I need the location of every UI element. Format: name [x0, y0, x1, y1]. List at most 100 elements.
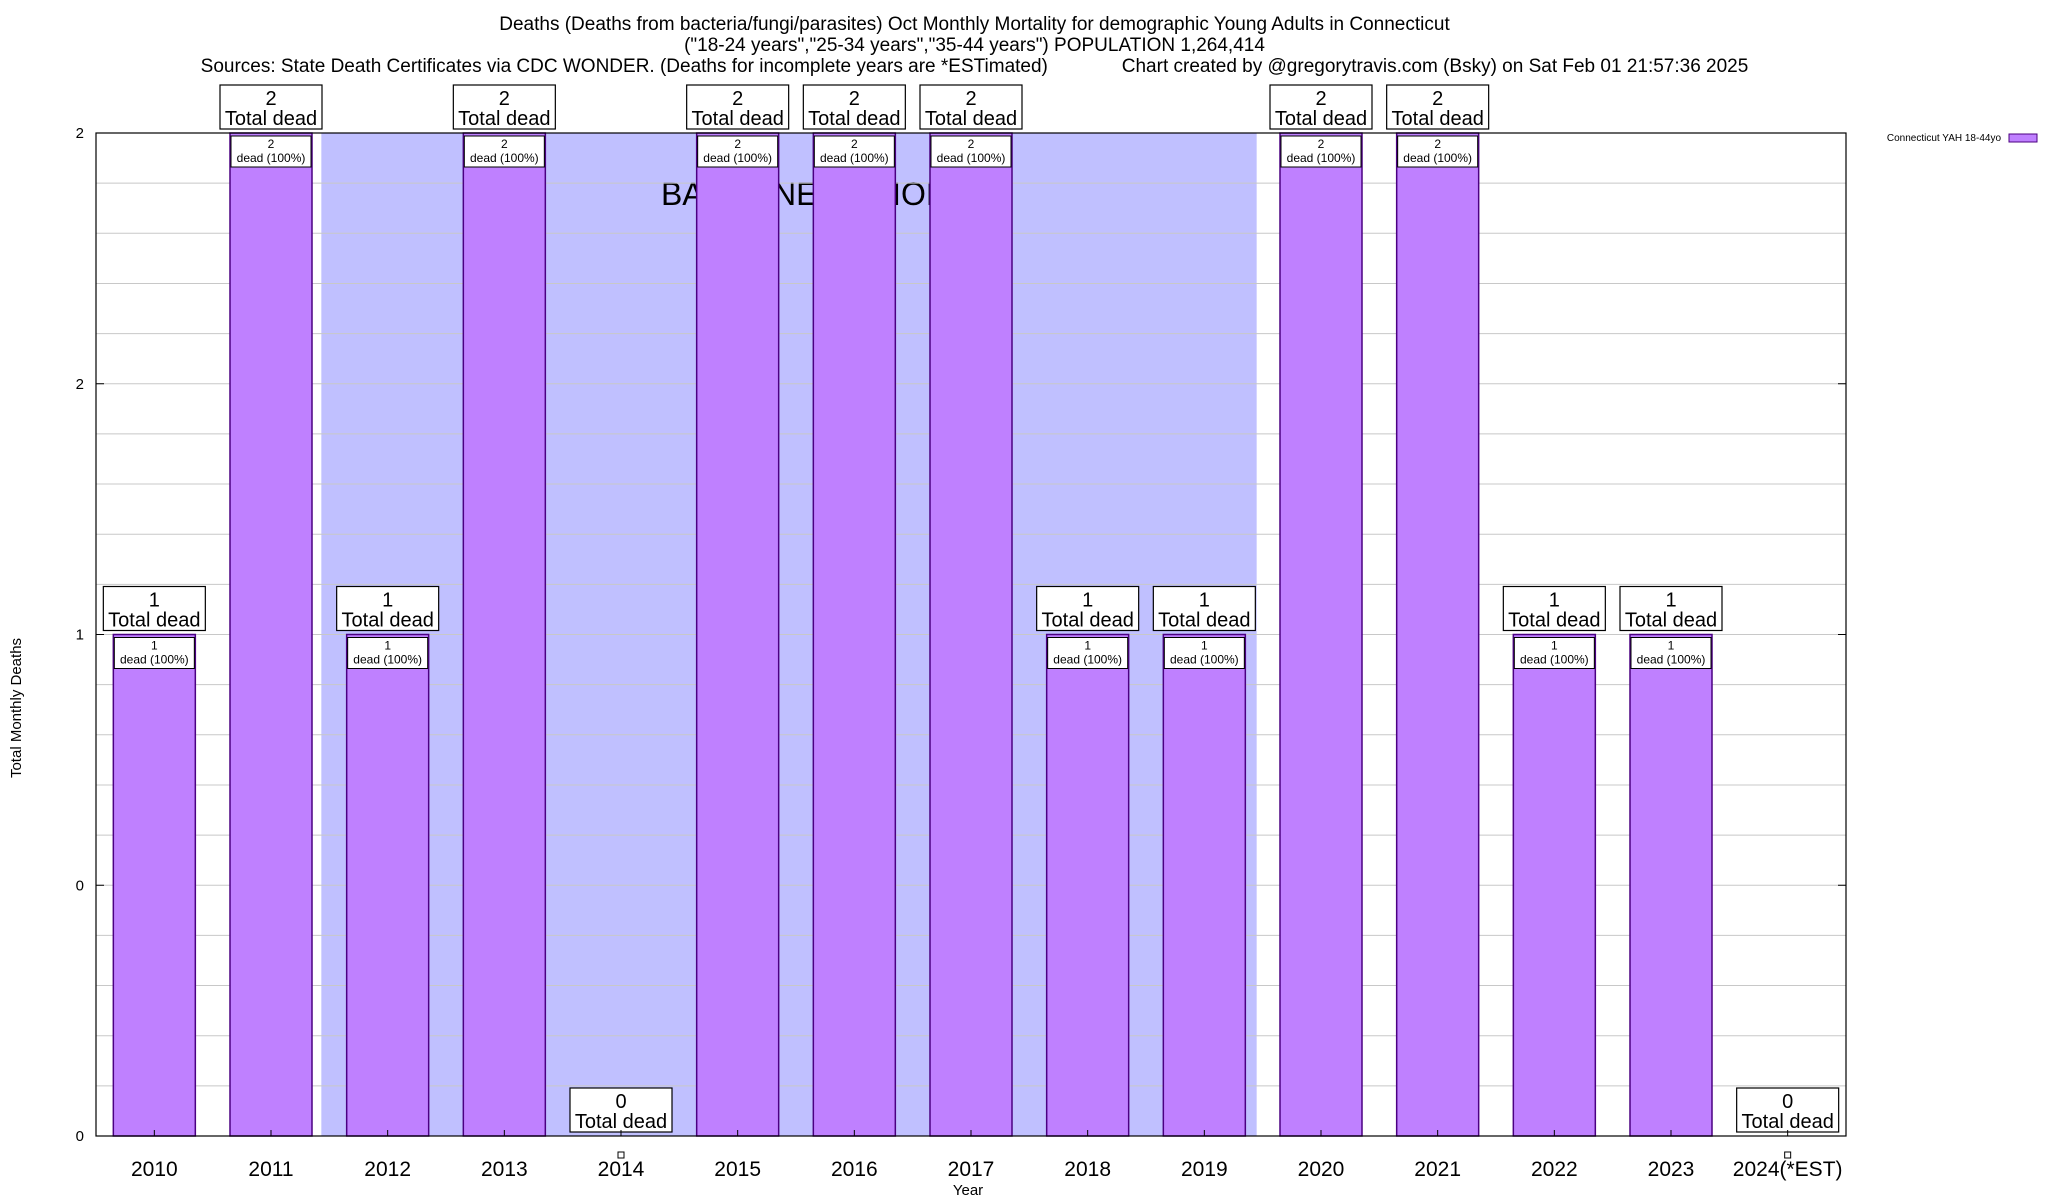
y-tick-label: 1: [76, 627, 84, 644]
bar-value-label: 1: [1551, 639, 1558, 653]
bar-2023: [1629, 633, 1713, 1137]
bar-value-label: 2: [501, 137, 508, 151]
bar-label-box: [1047, 637, 1129, 669]
total-label-box: [336, 585, 440, 632]
total-value-label: 1: [149, 590, 160, 612]
total-text-label: Total dead: [458, 108, 550, 130]
bar-label-box: [1630, 637, 1712, 669]
title-line-1: Deaths (Deaths from bacteria/fungi/paras…: [499, 14, 1450, 35]
x-tick-label: 2020: [1298, 1158, 1345, 1181]
bar-value-label: 2: [1318, 137, 1325, 151]
total-text-label: Total dead: [1742, 1111, 1834, 1133]
bar-2013: [462, 132, 547, 1137]
total-label-box: [802, 84, 906, 130]
bar-label-box: [230, 135, 312, 168]
legend-swatch: [2008, 133, 2038, 143]
total-label-box: [1386, 84, 1490, 130]
bar-label-box: [113, 637, 195, 669]
bar-label-box: [347, 637, 429, 669]
title-line-3: Sources: State Death Certificates via CD…: [200, 56, 1749, 77]
total-text-label: Total dead: [692, 108, 784, 130]
bar-label-box: [1513, 637, 1595, 669]
bar-value-label: 2: [734, 137, 741, 151]
bar-value-label: 2: [268, 137, 275, 151]
bar-label-box: [697, 135, 779, 168]
bar-value-label: 1: [384, 639, 391, 653]
x-tick-label: 2022: [1531, 1158, 1578, 1181]
bar-percent-label: dead (100%): [937, 151, 1006, 165]
zero-marker-2024(*EST): [1784, 1151, 1792, 1159]
y-tick-label: 2: [76, 125, 84, 142]
total-value-label: 2: [849, 88, 860, 110]
total-label-box: [1036, 585, 1140, 632]
x-tick-label: 2015: [714, 1158, 761, 1181]
bar-2018: [1045, 633, 1130, 1137]
total-value-label: 2: [732, 88, 743, 110]
total-value-label: 2: [499, 88, 510, 110]
x-tick-label: 2017: [948, 1158, 995, 1181]
x-tick-label: 2024(*EST): [1733, 1158, 1843, 1181]
bar-label-box: [463, 135, 545, 168]
y-tick-label: 2: [76, 376, 84, 393]
total-text-label: Total dead: [1508, 610, 1600, 632]
bar-percent-label: dead (100%): [1637, 653, 1706, 667]
total-label-box: [1619, 585, 1723, 632]
title-line-2: ("18-24 years","25-34 years","35-44 year…: [684, 35, 1265, 56]
bar-value-label: 1: [1084, 639, 1091, 653]
bar-percent-label: dead (100%): [237, 151, 306, 165]
bar-2021: [1395, 132, 1480, 1137]
bar-percent-label: dead (100%): [703, 151, 772, 165]
bar-percent-label: dead (100%): [820, 151, 889, 165]
x-tick-label: 2021: [1414, 1158, 1461, 1181]
y-tick-label: 0: [76, 1128, 84, 1145]
bar-percent-label: dead (100%): [1403, 151, 1472, 165]
total-label-box: [102, 585, 206, 632]
bar-value-label: 2: [851, 137, 858, 151]
total-value-label: 2: [1432, 88, 1443, 110]
x-tick-label: 2019: [1181, 1158, 1228, 1181]
x-tick-label: 2018: [1064, 1158, 1111, 1181]
bar-2020: [1279, 132, 1363, 1137]
bar-value-label: 2: [1434, 137, 1441, 151]
bar-percent-label: dead (100%): [120, 653, 189, 667]
bar-percent-label: dead (100%): [470, 151, 539, 165]
total-label-box: [1502, 585, 1606, 632]
x-tick-label: 2014: [598, 1158, 645, 1181]
total-value-label: 1: [382, 590, 393, 612]
total-label-box: [1736, 1087, 1840, 1133]
total-text-label: Total dead: [1275, 108, 1367, 130]
total-label-box: [686, 84, 790, 130]
total-value-label: 2: [965, 88, 976, 110]
legend-label: Connecticut YAH 18-44yo: [1887, 133, 2002, 144]
total-label-box: [452, 84, 556, 130]
total-text-label: Total dead: [925, 108, 1017, 130]
bar-label-box: [1163, 637, 1245, 669]
bar-percent-label: dead (100%): [1520, 653, 1589, 667]
bar-2012: [345, 633, 430, 1137]
total-value-label: 0: [615, 1091, 626, 1113]
total-value-label: 1: [1549, 590, 1560, 612]
x-axis-label: Year: [953, 1182, 983, 1199]
bar-value-label: 1: [151, 639, 158, 653]
bar-2011: [229, 132, 313, 1137]
total-value-label: 2: [1315, 88, 1326, 110]
total-text-label: Total dead: [1158, 610, 1250, 632]
total-text-label: Total dead: [225, 108, 317, 130]
bar-value-label: 1: [1668, 639, 1675, 653]
total-text-label: Total dead: [1392, 108, 1484, 130]
total-value-label: 1: [1082, 590, 1093, 612]
x-tick-label: 2023: [1648, 1158, 1695, 1181]
total-label-box: [919, 84, 1023, 130]
x-tick-label: 2016: [831, 1158, 878, 1181]
total-text-label: Total dead: [342, 610, 434, 632]
bar-percent-label: dead (100%): [1053, 653, 1122, 667]
bar-2017: [929, 132, 1013, 1137]
chart-title: Deaths (Deaths from bacteria/fungi/paras…: [0, 14, 1949, 77]
bar-percent-label: dead (100%): [353, 653, 422, 667]
total-text-label: Total dead: [575, 1111, 667, 1133]
x-tick-label: 2012: [364, 1158, 411, 1181]
total-label-box: [219, 84, 323, 130]
y-tick-label: 0: [76, 877, 84, 894]
x-tick-label: 2010: [131, 1158, 178, 1181]
